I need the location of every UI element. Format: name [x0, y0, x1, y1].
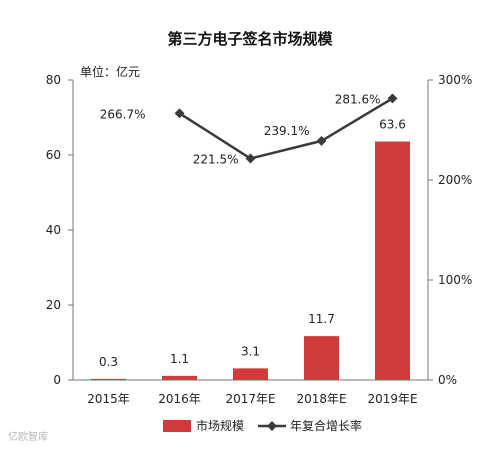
right-tick-label: 100%	[438, 273, 472, 287]
bar	[91, 378, 126, 380]
legend-swatch-bar	[163, 420, 191, 432]
line-point	[316, 135, 327, 146]
x-tick-label: 2017年E	[225, 392, 275, 406]
right-tick-label: 300%	[438, 73, 472, 87]
unit-label: 单位：亿元	[80, 64, 140, 79]
x-tick-label: 2016年	[158, 392, 201, 406]
legend-label-line: 年复合增长率	[290, 418, 362, 433]
bar-data-label: 3.1	[241, 344, 260, 358]
bar	[375, 141, 410, 380]
right-tick-label: 200%	[438, 173, 472, 187]
growth-line: 266.7% 221.5% 239.1% 281.6%	[100, 92, 398, 167]
bar	[304, 336, 339, 380]
x-tick-label: 2015年	[87, 392, 130, 406]
left-tick-label: 60	[46, 148, 61, 162]
left-tick-label: 20	[46, 298, 61, 312]
watermark: 亿欧智库	[8, 432, 48, 443]
line-data-label: 221.5%	[193, 153, 239, 167]
bar-data-label: 1.1	[170, 352, 189, 366]
chart-title: 第三方电子签名市场规模	[167, 30, 333, 48]
line-point	[174, 108, 185, 119]
legend-label-bar: 市场规模	[196, 418, 244, 433]
legend: 市场规模 年复合增长率	[163, 418, 362, 433]
line-data-label: 239.1%	[264, 124, 310, 138]
x-tick-label: 2018年E	[296, 392, 346, 406]
left-tick-label: 80	[46, 73, 61, 87]
bar-data-label: 63.6	[379, 118, 406, 132]
left-tick-label: 40	[46, 223, 61, 237]
left-tick-label: 0	[53, 373, 61, 387]
bar	[233, 368, 268, 380]
line-data-label: 266.7%	[100, 107, 146, 121]
bar-data-label: 11.7	[308, 312, 335, 326]
x-tick-label: 2019年E	[367, 392, 417, 406]
line-point	[245, 153, 256, 164]
bar	[162, 375, 197, 380]
line-data-label: 281.6%	[335, 92, 381, 106]
right-tick-label: 0%	[438, 373, 457, 387]
axes: 0 20 40 60 80 0% 100% 200% 300% 2015年 2016年 2017年E 2…	[46, 73, 473, 406]
growth-line-path	[178, 97, 394, 160]
legend-swatch-marker	[267, 421, 277, 431]
bar-data-label: 0.3	[99, 355, 118, 369]
bars: 0.3 1.1 3.1 11.7 63.6	[91, 118, 410, 380]
